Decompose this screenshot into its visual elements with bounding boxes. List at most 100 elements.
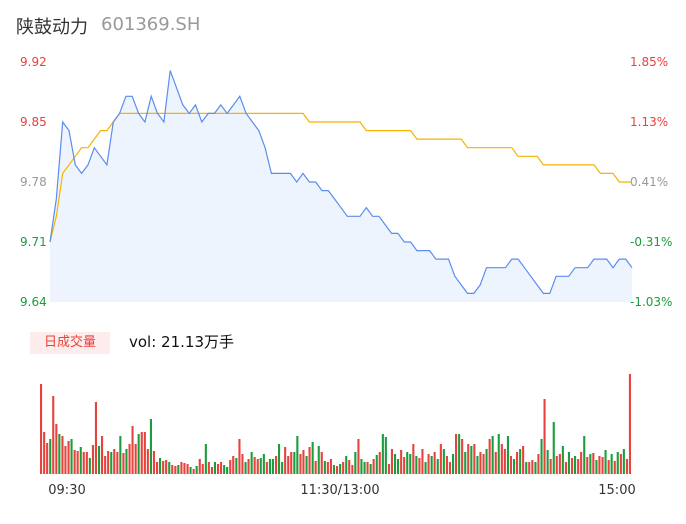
- volume-bar: [91, 445, 94, 474]
- volume-bar: [522, 446, 525, 474]
- volume-bar: [455, 434, 458, 474]
- volume-bar: [595, 460, 598, 474]
- volume-bar: [49, 439, 52, 474]
- stock-name: 陕鼓动力: [16, 17, 88, 38]
- volume-bar: [226, 467, 229, 474]
- volume-bar: [134, 444, 137, 474]
- volume-bar: [452, 454, 455, 474]
- volume-bar: [256, 459, 259, 474]
- volume-bar: [192, 469, 195, 474]
- volume-bar: [186, 464, 189, 474]
- volume-bar: [156, 462, 159, 474]
- volume-bar: [574, 456, 577, 474]
- volume-bar: [113, 449, 116, 474]
- volume-bar: [354, 452, 357, 474]
- volume-bar: [439, 444, 442, 474]
- volume-bar: [558, 454, 561, 474]
- volume-bar: [375, 455, 378, 474]
- volume-bar: [177, 465, 180, 474]
- volume-bar: [467, 444, 470, 474]
- volume-bar: [473, 444, 476, 474]
- volume-bar: [204, 444, 207, 474]
- volume-bar: [311, 442, 314, 474]
- volume-bar: [430, 456, 433, 474]
- volume-bar: [534, 462, 537, 474]
- volume-bar: [241, 454, 244, 474]
- volume-bar: [418, 458, 421, 474]
- volume-bar: [485, 449, 488, 474]
- volume-bar: [119, 436, 122, 474]
- volume-bar: [79, 447, 82, 474]
- y-tick-right: 1.13%: [630, 115, 668, 129]
- volume-bar: [528, 462, 531, 474]
- volume-bar: [400, 450, 403, 474]
- volume-bar: [342, 462, 345, 474]
- volume-bar: [284, 447, 287, 474]
- volume-bar: [174, 466, 177, 474]
- volume-bar: [464, 452, 467, 474]
- volume-bar: [207, 462, 210, 474]
- volume-bar: [67, 441, 70, 474]
- volume-bar: [320, 452, 323, 474]
- volume-bar: [519, 449, 522, 474]
- volume-bar: [488, 439, 491, 474]
- volume-bar: [540, 439, 543, 474]
- volume-bar: [125, 449, 128, 474]
- volume-bar: [317, 446, 320, 474]
- volume-bar: [625, 459, 628, 474]
- x-tick-label: 15:00: [598, 483, 635, 498]
- y-tick-left: 9.92: [20, 55, 47, 69]
- volume-bar: [229, 460, 232, 474]
- volume-bar: [421, 449, 424, 474]
- volume-bar: [415, 456, 418, 474]
- volume-bar: [479, 452, 482, 474]
- volume-bar: [149, 419, 152, 474]
- volume-readout: vol: 21.13万手: [129, 333, 234, 351]
- volume-bar: [210, 467, 213, 474]
- volume-bar: [55, 424, 58, 474]
- y-tick-left: 9.64: [20, 295, 47, 309]
- volume-bar: [394, 454, 397, 474]
- volume-bar: [531, 460, 534, 474]
- volume-bar: [140, 432, 143, 474]
- volume-bar: [198, 459, 201, 474]
- volume-bar: [403, 457, 406, 474]
- volume-bar: [577, 459, 580, 474]
- volume-bar: [168, 462, 171, 474]
- volume-bar: [104, 456, 107, 474]
- volume-bar: [323, 461, 326, 474]
- volume-bar: [271, 459, 274, 474]
- volume-bar: [94, 402, 97, 474]
- volume-bar: [598, 456, 601, 474]
- volume-bar: [159, 458, 162, 474]
- volume-bar: [537, 454, 540, 474]
- volume-bar: [543, 399, 546, 474]
- volume-bar: [281, 462, 284, 474]
- volume-bar: [61, 436, 64, 474]
- volume-bar: [351, 465, 354, 474]
- volume-bar: [509, 456, 512, 474]
- volume-bar: [427, 454, 430, 474]
- volume-bar: [546, 450, 549, 474]
- volume-bar: [244, 462, 247, 474]
- x-tick-label: 09:30: [48, 483, 85, 498]
- volume-bar: [98, 446, 101, 474]
- volume-bar: [101, 436, 104, 474]
- volume-bar: [235, 458, 238, 474]
- volume-bar: [290, 452, 293, 474]
- volume-bar: [143, 432, 146, 474]
- volume-bar: [424, 462, 427, 474]
- volume-bar: [287, 456, 290, 474]
- volume-bar: [513, 459, 516, 474]
- volume-bar: [223, 465, 226, 474]
- price-area: [50, 70, 632, 302]
- daily-volume-tab[interactable]: 日成交量: [30, 332, 110, 354]
- volume-bar: [442, 449, 445, 474]
- volume-bar: [110, 452, 113, 474]
- volume-bar: [345, 456, 348, 474]
- volume-bar: [378, 452, 381, 474]
- volume-bar: [628, 374, 631, 474]
- volume-bar: [433, 452, 436, 474]
- y-tick-left: 9.71: [20, 235, 47, 249]
- volume-bar: [372, 459, 375, 474]
